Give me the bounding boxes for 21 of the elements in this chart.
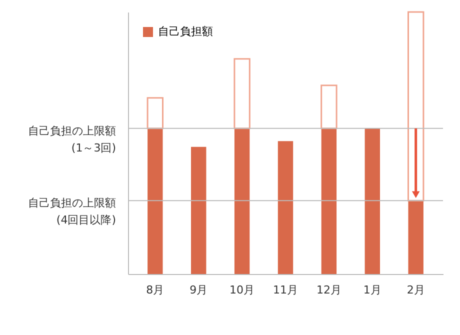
x-tick-label: 11月 bbox=[273, 284, 298, 296]
bar bbox=[234, 128, 250, 274]
bar bbox=[234, 58, 250, 130]
bar bbox=[321, 128, 337, 274]
legend-label: 自己負担額 bbox=[158, 25, 213, 38]
bar bbox=[407, 11, 424, 202]
x-tick-label: 8月 bbox=[146, 284, 164, 296]
bar bbox=[408, 200, 424, 274]
x-tick-label: 9月 bbox=[190, 284, 208, 296]
ref-line-label: 自己負担の上限額 (1～3回) bbox=[28, 124, 116, 154]
x-tick-label: 2月 bbox=[406, 284, 425, 296]
bar bbox=[364, 128, 380, 274]
x-tick-label: 12月 bbox=[316, 284, 342, 296]
bar bbox=[320, 84, 338, 130]
bar bbox=[146, 97, 164, 130]
bar bbox=[278, 141, 294, 274]
x-tick-label: 10月 bbox=[230, 284, 255, 296]
ref-line-label: 自己負担の上限額 (4回目以降) bbox=[28, 196, 116, 227]
x-tick-label: 1月 bbox=[363, 284, 382, 296]
bar bbox=[148, 128, 163, 274]
bar bbox=[191, 146, 206, 274]
